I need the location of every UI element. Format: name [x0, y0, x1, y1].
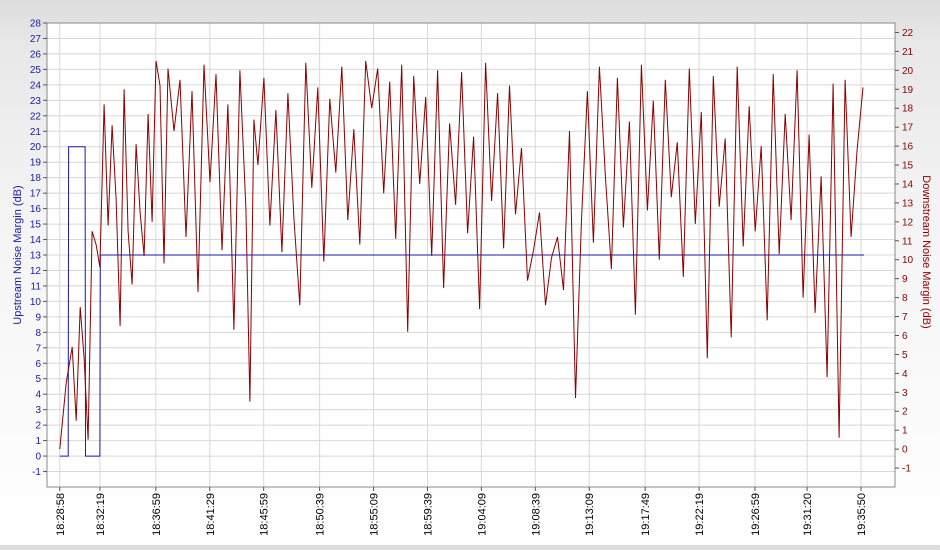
right-tick-label: 16	[902, 142, 914, 153]
left-tick-label: 9	[35, 312, 41, 323]
x-tick-label: 18:36:59	[151, 493, 163, 536]
x-tick-label: 19:13:09	[584, 493, 596, 536]
left-tick-label: 23	[30, 96, 42, 107]
left-tick-label: -1	[32, 467, 41, 478]
right-tick-label: 0	[902, 445, 908, 456]
left-tick-label: 22	[30, 111, 42, 122]
right-tick-label: 9	[902, 274, 908, 285]
x-tick-label: 18:41:29	[205, 493, 217, 536]
left-tick-label: 1	[35, 436, 41, 447]
left-axis-title: Upstream Noise Margin (dB)	[12, 185, 24, 324]
left-y-axis: -101234567891011121314151617181920212223…	[30, 19, 47, 478]
left-tick-label: 6	[35, 359, 41, 370]
left-tick-label: 26	[30, 49, 42, 60]
left-tick-label: 4	[35, 390, 41, 401]
grid-layer	[47, 22, 895, 487]
right-tick-label: 22	[902, 28, 914, 39]
x-tick-label: 19:04:09	[476, 493, 488, 536]
x-tick-label: 19:31:20	[802, 493, 814, 536]
left-tick-label: 12	[30, 266, 42, 277]
left-tick-label: 2	[35, 421, 41, 432]
x-tick-label: 18:59:39	[422, 493, 434, 536]
series-layer	[59, 60, 864, 457]
right-tick-label: -1	[902, 464, 911, 475]
left-tick-label: 5	[35, 374, 41, 385]
right-tick-label: 20	[902, 66, 914, 77]
x-tick-label: 19:17:49	[640, 493, 652, 536]
x-tick-label: 18:28:58	[55, 493, 67, 536]
right-tick-label: 4	[902, 369, 908, 380]
x-tick-label: 18:45:59	[259, 493, 271, 536]
right-tick-label: 13	[902, 198, 914, 209]
right-tick-label: 14	[902, 179, 914, 190]
left-tick-label: 25	[30, 65, 42, 76]
left-tick-label: 21	[30, 127, 42, 138]
x-tick-label: 19:08:39	[530, 493, 542, 536]
x-tick-label: 19:26:59	[750, 493, 762, 536]
x-tick-label: 19:35:50	[856, 493, 868, 536]
left-tick-label: 3	[35, 405, 41, 416]
left-tick-label: 11	[31, 281, 42, 292]
left-tick-label: 28	[30, 19, 42, 30]
left-tick-label: 8	[35, 328, 41, 339]
right-tick-label: 11	[902, 236, 913, 247]
left-tick-label: 13	[30, 251, 42, 262]
right-tick-label: 3	[902, 388, 908, 399]
left-tick-label: 17	[30, 189, 42, 200]
left-tick-label: 10	[30, 297, 42, 308]
x-tick-label: 18:55:09	[369, 493, 381, 536]
x-tick-label: 18:32:19	[95, 493, 107, 536]
left-tick-label: 27	[30, 34, 42, 45]
right-tick-label: 21	[902, 47, 914, 58]
x-axis: 18:28:58 18:32:19 18:36:59 18:41:29 18:45:59…	[55, 487, 868, 536]
left-tick-label: 7	[35, 343, 41, 354]
right-tick-label: 18	[902, 104, 914, 115]
downstream-series-line	[59, 60, 864, 450]
left-tick-label: 15	[30, 220, 42, 231]
right-axis-title: Downstream Noise Margin (dB)	[920, 175, 932, 328]
right-tick-label: 5	[902, 350, 908, 361]
right-tick-label: 10	[902, 255, 914, 266]
right-tick-label: 8	[902, 293, 908, 304]
x-tick-label: 19:22:19	[694, 493, 706, 536]
left-tick-label: 16	[30, 204, 42, 215]
right-tick-label: 15	[902, 161, 914, 172]
left-tick-label: 14	[30, 235, 42, 246]
right-tick-label: 2	[902, 407, 908, 418]
right-tick-label: 17	[902, 123, 914, 134]
right-tick-label: 6	[902, 331, 908, 342]
left-tick-label: 24	[30, 80, 42, 91]
right-tick-label: 1	[902, 426, 908, 437]
right-tick-label: 12	[902, 217, 914, 228]
right-tick-label: 7	[902, 312, 908, 323]
left-tick-label: 20	[30, 142, 42, 153]
left-tick-label: 19	[30, 158, 42, 169]
left-tick-label: 18	[30, 173, 42, 184]
left-tick-label: 0	[35, 452, 41, 463]
upstream-series-line	[59, 146, 864, 457]
x-tick-label: 18:50:39	[315, 493, 327, 536]
right-tick-label: 19	[902, 85, 914, 96]
